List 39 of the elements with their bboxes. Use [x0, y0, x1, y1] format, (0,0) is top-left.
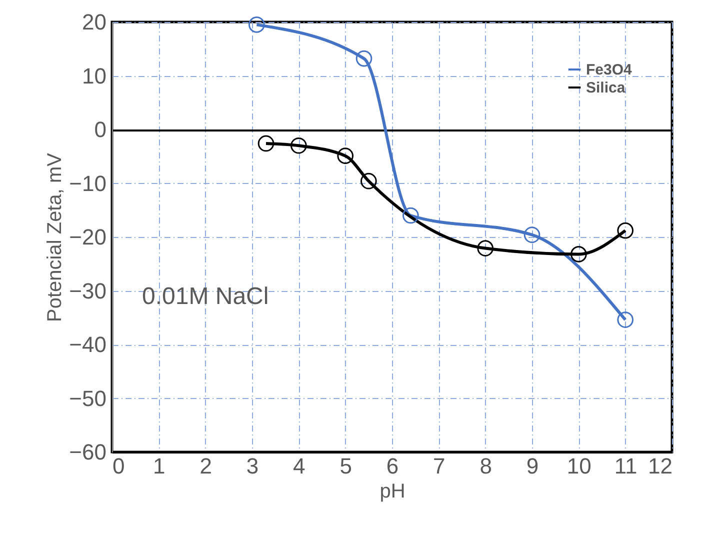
- x-axis-title: pH: [380, 480, 406, 502]
- point: [337, 148, 354, 164]
- x-tick-label: 11: [614, 454, 638, 478]
- y-tick-label: −10: [69, 170, 106, 196]
- y-axis-title: Potencial Zeta, mV: [44, 152, 66, 322]
- x-tick-label: 2: [200, 454, 212, 478]
- y-tick-label: −40: [69, 332, 106, 357]
- x-tick-label: 12: [648, 454, 672, 478]
- point: [617, 312, 634, 328]
- point: [356, 50, 372, 67]
- y-tick-label: 0: [94, 117, 106, 142]
- point: [360, 172, 377, 190]
- y-tick-label: −20: [69, 224, 106, 250]
- x-tick-label: 7: [433, 454, 446, 478]
- y-tick-label: −50: [69, 386, 106, 411]
- y-tick-label: −60: [69, 440, 106, 464]
- point: [524, 226, 540, 243]
- point: [258, 135, 274, 152]
- point: [477, 240, 494, 256]
- point: [290, 137, 307, 154]
- x-tick-label: 4: [293, 454, 306, 478]
- point: [570, 246, 587, 262]
- x-tick-label: 9: [526, 454, 539, 478]
- point: [617, 222, 634, 239]
- y-tick-label: −30: [69, 278, 106, 304]
- x-tick-label: 6: [386, 454, 399, 478]
- point: [402, 207, 419, 224]
- point: [248, 16, 265, 33]
- x-tick-label: 3: [246, 454, 259, 478]
- legend-label: Fe3O4: [586, 62, 633, 78]
- y-tick-label: 20: [82, 10, 106, 34]
- legend-label: Silica: [586, 80, 626, 96]
- x-tick-label: 5: [340, 454, 352, 478]
- annotation: 0.01M NaCl: [142, 283, 269, 310]
- y-tick-label: 10: [82, 63, 106, 88]
- x-tick-label: 0: [112, 454, 125, 478]
- x-tick-label: 8: [480, 454, 492, 478]
- x-tick-label: 1: [153, 454, 166, 478]
- x-tick-label: 10: [566, 454, 592, 478]
